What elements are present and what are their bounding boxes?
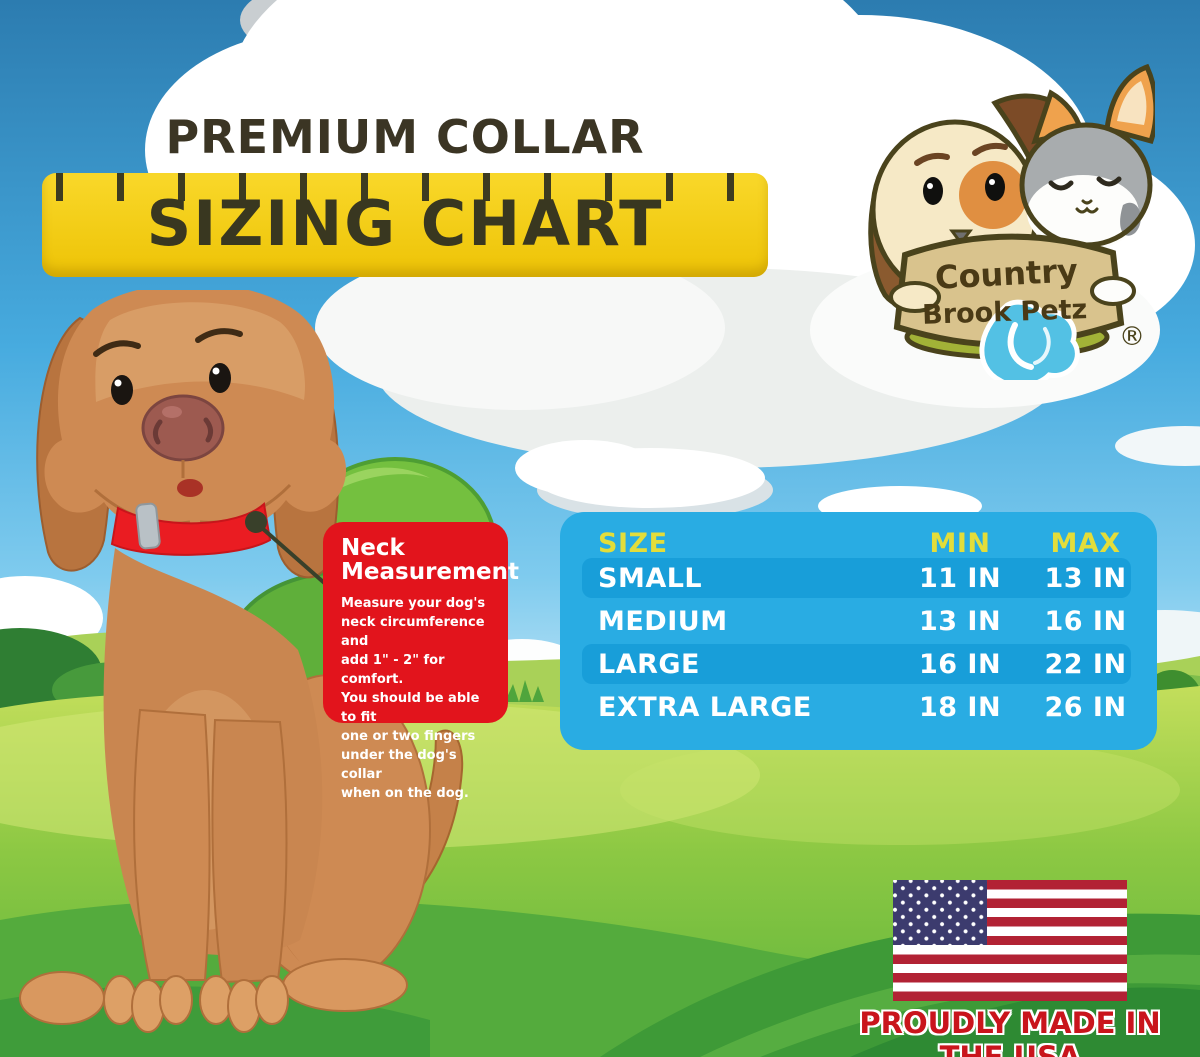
brand-name-bottom: Brook Petz [922, 294, 1088, 331]
cell-max: 13 IN [1044, 562, 1127, 594]
us-flag-icon [893, 880, 1127, 1001]
grass-tufts [505, 680, 544, 702]
cell-size: LARGE [598, 648, 700, 680]
column-header-max: MAX [1050, 527, 1121, 559]
callout-body-line: when on the dog. [341, 786, 469, 801]
kicker-title: PREMIUM COLLAR [165, 110, 645, 164]
brand-name-top: Country [934, 251, 1079, 296]
dog-nose [141, 394, 225, 462]
dog-eyes [93, 328, 243, 405]
ruler-banner: SIZING CHART [42, 173, 768, 277]
cell-min: 18 IN [918, 691, 1002, 723]
cell-min: 13 IN [918, 605, 1002, 637]
table-row: EXTRA LARGE 18 IN 26 IN [582, 687, 1131, 727]
made-in-usa-label: PROUDLY MADE IN THE USA [859, 1006, 1161, 1057]
column-header-size: SIZE [598, 527, 668, 559]
cat-mascot-icon [1019, 63, 1155, 251]
cell-min: 16 IN [918, 648, 1002, 680]
flag-canton [893, 880, 987, 945]
callout-body-line: neck circumference and [341, 615, 485, 649]
callout-body-line: add 1" - 2" for comfort. [341, 653, 445, 687]
column-header-min: MIN [929, 527, 991, 559]
brand-logo: Country Brook Petz ® [868, 63, 1155, 380]
table-header-row: SIZE MIN MAX [582, 526, 1131, 560]
cell-size: SMALL [598, 562, 703, 594]
cell-size: MEDIUM [598, 605, 728, 637]
registered-mark: ® [1119, 322, 1145, 352]
ruler-ticks [56, 173, 754, 201]
callout-body-line: one or two fingers [341, 729, 476, 744]
dog-illustration [19, 290, 464, 1033]
table-row: MEDIUM 13 IN 16 IN [582, 601, 1131, 641]
cloud-middle [315, 246, 1200, 520]
page-title: SIZING CHART [146, 187, 664, 260]
water-splash-icon [979, 299, 1080, 380]
cell-min: 11 IN [918, 562, 1002, 594]
callout-body-line: You should be able to fit [341, 691, 480, 725]
cell-size: EXTRA LARGE [598, 691, 812, 723]
dog-collar [110, 502, 272, 556]
size-table: SIZE MIN MAX SMALL 11 IN 13 IN MEDIUM 13… [560, 512, 1157, 750]
grass-wave-dark2 [850, 987, 1200, 1057]
cell-max: 22 IN [1044, 648, 1127, 680]
cell-max: 26 IN [1044, 691, 1127, 723]
table-row: SMALL 11 IN 13 IN [582, 558, 1131, 598]
callout-body-line: Measure your dog's [341, 596, 486, 611]
table-row: LARGE 16 IN 22 IN [582, 644, 1131, 684]
cell-max: 16 IN [1044, 605, 1127, 637]
callout-body-line: under the dog's collar [341, 748, 457, 782]
callout-heading: Neck Measurement [341, 535, 519, 585]
neck-measurement-callout: Neck Measurement Measure your dog's neck… [323, 522, 519, 801]
